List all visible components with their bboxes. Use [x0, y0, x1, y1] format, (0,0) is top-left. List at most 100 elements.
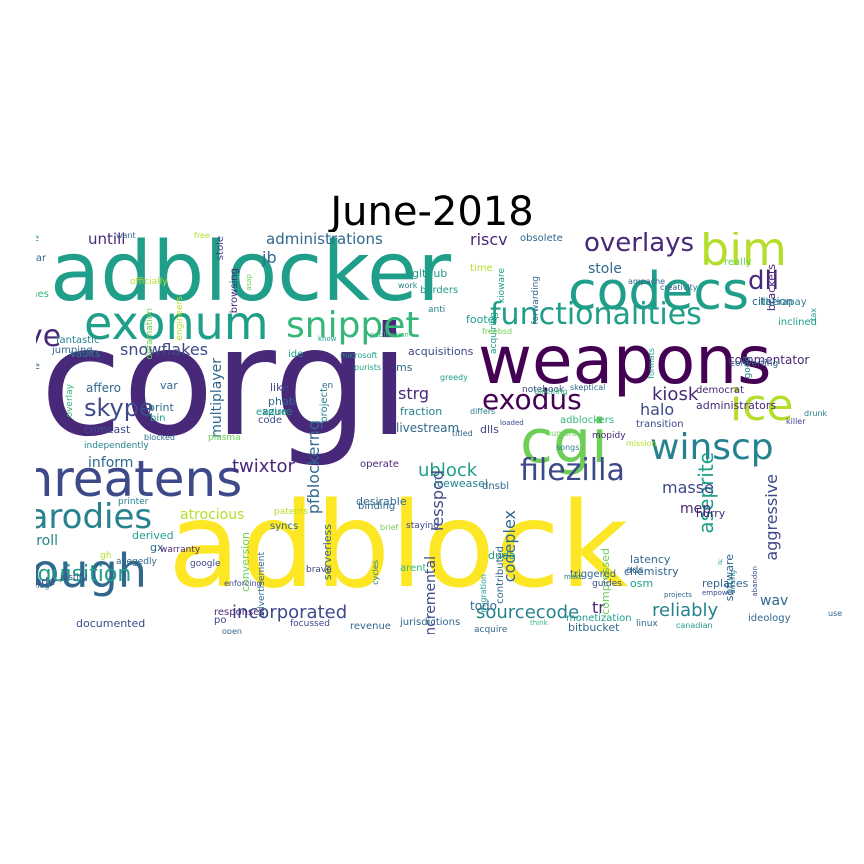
cloud-word: adblock — [168, 476, 629, 614]
cloud-word: responses — [214, 607, 265, 618]
cloud-word: inform — [88, 455, 134, 471]
cloud-word: fantastic — [56, 335, 100, 346]
cloud-word: print — [148, 401, 174, 414]
cloud-word: numerous — [546, 429, 587, 438]
cloud-word: skeptical — [570, 383, 606, 392]
cloud-word: blocked — [144, 433, 175, 442]
cloud-word: gx — [150, 541, 164, 554]
cloud-word: dnsbl — [482, 481, 510, 492]
cloud-word: freebsd — [482, 327, 513, 336]
cloud-word: peculiar — [36, 253, 47, 264]
cloud-word: mission — [626, 439, 657, 448]
cloud-word: people — [36, 361, 40, 372]
cloud-word: twixtor — [232, 456, 295, 477]
cloud-word: duda — [488, 549, 516, 562]
cloud-word: acquisitions — [408, 345, 474, 358]
cloud-word: think — [530, 619, 548, 627]
cloud-word: derived — [132, 529, 174, 542]
cloud-word: killer — [786, 417, 806, 426]
cloud-word: tr — [592, 598, 605, 617]
cloud-word: brief — [380, 523, 399, 532]
cloud-word: replaces — [702, 577, 749, 590]
cloud-word: projects — [664, 591, 692, 599]
cloud-word: ads — [626, 565, 644, 576]
cloud-word: functionalities — [490, 297, 702, 332]
cloud-word: gh — [100, 551, 112, 561]
cloud-word: pfblockerng — [304, 420, 323, 515]
cloud-word: obsolete — [520, 233, 563, 244]
cloud-word: var — [160, 379, 178, 392]
cloud-word: kioware — [497, 268, 507, 304]
cloud-word: todo — [470, 599, 498, 613]
cloud-word: defamation — [145, 308, 155, 360]
cloud-word: comcast — [84, 423, 131, 436]
cloud-word: multiplayer — [209, 358, 225, 438]
cloud-word: forwarding — [531, 276, 541, 325]
cloud-word: commentator — [728, 353, 810, 367]
cloud-word: transition — [636, 419, 684, 430]
cloud-word: ublock — [418, 460, 478, 481]
cloud-word: inclined — [778, 317, 818, 328]
cloud-word: abandon — [751, 566, 759, 597]
cloud-word: focussed — [290, 619, 330, 629]
cloud-word: po — [214, 615, 227, 626]
cloud-word: arent — [400, 563, 427, 574]
cloud-word: exonum — [84, 296, 269, 350]
cloud-word: loaded — [500, 419, 524, 427]
cloud-word: use — [828, 609, 843, 618]
cloud-word: microsoft — [340, 351, 378, 360]
cloud-word: expire — [256, 407, 288, 418]
cloud-word: warranty — [160, 545, 201, 555]
cloud-word: halo — [640, 400, 675, 419]
cloud-word: contributed — [495, 546, 506, 604]
cloud-word: strg — [398, 384, 430, 403]
cloud-word: empower — [702, 589, 735, 597]
cloud-word: syncs — [270, 521, 299, 532]
cloud-word: corgi — [40, 296, 411, 470]
cloud-word: bitbucket — [568, 621, 620, 634]
cloud-word: source — [36, 233, 40, 244]
cloud-word: fraction — [400, 405, 443, 418]
cloud-word: adblockers — [560, 415, 615, 426]
cloud-word: ms — [396, 361, 413, 374]
cloud-word: bim — [700, 232, 787, 276]
cloud-word: asap — [245, 274, 253, 291]
cloud-word: affero — [86, 381, 122, 395]
cloud-word: kiosk — [652, 384, 699, 405]
cloud-word: masse — [662, 478, 714, 497]
cloud-word: cgi — [520, 407, 608, 477]
cloud-word: songs — [556, 443, 580, 452]
cloud-word: democrat — [696, 385, 745, 396]
cloud-word: en — [322, 381, 334, 391]
cloud-word: blocking — [534, 387, 568, 396]
cloud-word: patents — [274, 507, 309, 517]
cloud-word: formats — [647, 348, 656, 379]
cloud-word: bye — [36, 319, 62, 354]
cloud-word: converting — [730, 359, 779, 369]
cloud-word: stole — [588, 261, 622, 277]
cloud-word: freenode — [36, 575, 56, 588]
cloud-word: filezilla — [520, 453, 625, 488]
cloud-word: want — [116, 232, 136, 240]
cloud-word: notebook — [522, 385, 565, 395]
cloud-word: atrocious — [180, 507, 245, 523]
cloud-word: justify — [60, 573, 88, 583]
cloud-word: dll — [748, 266, 779, 296]
cloud-word: footer — [466, 313, 499, 326]
cloud-word: silicones — [36, 289, 49, 300]
cloud-word: mep — [680, 501, 712, 517]
cloud-word: jurisdictions — [400, 617, 461, 628]
cloud-word: riscv — [470, 232, 508, 249]
cloud-word: threatens — [36, 450, 243, 508]
cloud-word: incorporated — [232, 602, 348, 623]
cloud-word: tax — [809, 308, 818, 321]
cloud-word: revenue — [350, 621, 391, 632]
cloud-word: staying — [406, 521, 439, 531]
cloud-word: differs — [470, 407, 496, 416]
cloud-word: overlays — [584, 232, 695, 258]
cloud-word: github — [412, 267, 448, 280]
cloud-word: liberapay — [760, 297, 807, 308]
cloud-word: jumping — [52, 345, 93, 356]
cloud-word: creativity — [660, 283, 698, 292]
cloud-word: snippet — [286, 305, 420, 346]
